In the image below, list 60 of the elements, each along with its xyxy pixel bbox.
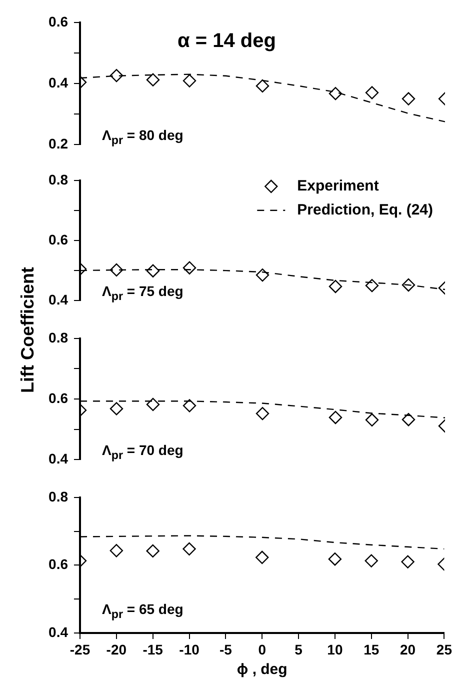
legend-label: Experiment <box>297 178 379 195</box>
point <box>328 86 342 100</box>
point <box>256 406 270 420</box>
y-tick-label: 0.8 <box>48 488 68 504</box>
y-tick-label: 0.8 <box>48 329 68 346</box>
x-axis-title: ϕ , deg <box>236 661 288 678</box>
annotation: Λ$_{pr}$ = 70 deg <box>102 442 184 462</box>
point <box>182 542 196 556</box>
point <box>146 544 160 558</box>
point <box>365 413 379 427</box>
x-tick-label: 20 <box>400 641 416 658</box>
y-tick-label: 0.6 <box>48 13 68 30</box>
y-tick-label: 0.8 <box>48 171 68 188</box>
y-tick-label: 0.6 <box>48 390 68 406</box>
y-tick-label: 0.6 <box>48 556 68 572</box>
x-tick-label: -5 <box>219 641 232 658</box>
annotation: Λ$_{pr}$ = 65 deg <box>102 601 184 621</box>
point <box>182 74 196 88</box>
point <box>364 554 378 568</box>
point <box>256 268 270 282</box>
point <box>365 86 379 100</box>
point <box>146 264 160 278</box>
point <box>365 278 379 292</box>
point <box>401 555 414 568</box>
x-tick-label: -25 <box>70 641 90 658</box>
x-tick-label: -15 <box>142 641 164 658</box>
point <box>146 398 160 412</box>
point <box>328 410 342 424</box>
y-tick-label: 0.4 <box>48 450 68 466</box>
point <box>328 280 342 294</box>
x-tick-label: 10 <box>327 641 343 658</box>
x-tick-label: 25 <box>436 641 452 658</box>
point <box>402 278 416 292</box>
y-axis-title: Lift Coefficient <box>18 267 38 393</box>
y-tick-label: 0.6 <box>48 231 68 248</box>
point <box>110 68 124 82</box>
legend-label: Prediction, Eq. (24) <box>297 202 434 219</box>
x-tick-label: 15 <box>364 641 380 658</box>
x-tick-label: 5 <box>294 641 303 658</box>
point <box>402 413 416 426</box>
point <box>110 544 124 558</box>
point <box>328 552 342 566</box>
point <box>182 399 196 412</box>
y-tick-label: 0.4 <box>48 291 68 308</box>
x-tick-label: -20 <box>106 641 127 658</box>
x-tick-label: 0 <box>258 641 266 658</box>
point <box>402 92 416 106</box>
point <box>110 263 124 277</box>
annotation: Λ$_{pr}$ = 75 deg <box>102 283 184 303</box>
annotation: Λ$_{pr}$ = 80 deg <box>102 127 184 147</box>
y-tick-label: 0.2 <box>48 135 68 152</box>
point <box>146 73 160 86</box>
y-tick-label: 0.4 <box>48 624 68 640</box>
point <box>182 261 196 274</box>
point <box>110 402 124 416</box>
point <box>256 79 270 93</box>
x-tick-label: -10 <box>179 641 200 658</box>
point <box>256 550 269 564</box>
chart-title: α = 14 deg <box>178 30 276 53</box>
y-tick-label: 0.4 <box>48 74 68 90</box>
